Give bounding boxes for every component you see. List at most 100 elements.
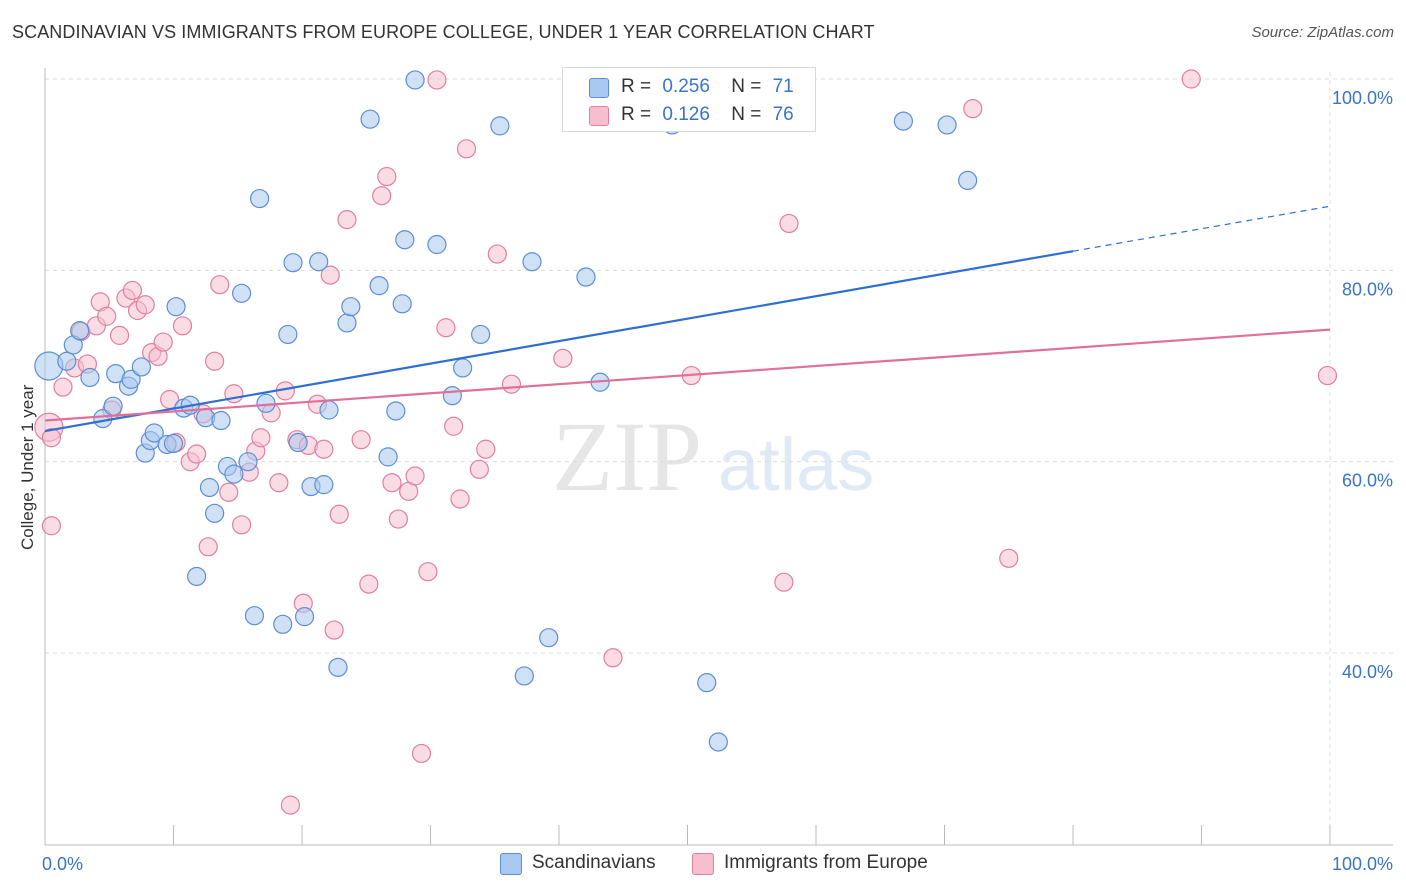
immigrants-point xyxy=(603,648,623,668)
immigrants-point xyxy=(329,504,349,524)
immigrants-point xyxy=(251,428,271,448)
immigrants-point xyxy=(444,416,464,436)
y-axis-label: College, Under 1 year xyxy=(18,384,37,550)
immigrants-point xyxy=(232,515,252,535)
watermark-zip: ZIP xyxy=(552,401,702,512)
scandinavians-trend-extension xyxy=(1072,205,1331,252)
immigrants-point xyxy=(469,459,489,479)
immigrants-point xyxy=(418,562,438,582)
series-legend-label: Scandinavians xyxy=(532,852,656,873)
immigrants-point xyxy=(269,473,289,493)
immigrants-trend-line xyxy=(44,328,1331,422)
scandinavians-point xyxy=(232,283,252,303)
legend-n-label: N = xyxy=(731,104,762,125)
immigrants-point xyxy=(122,280,142,301)
immigrants-point xyxy=(351,430,371,450)
scandinavians-point xyxy=(395,230,415,250)
scandinavians-point xyxy=(278,324,298,345)
legend-text-scandinavians: R = 0.256 N = 71 xyxy=(621,76,794,98)
immigrants-point xyxy=(324,620,344,640)
scandinavians-point xyxy=(187,566,207,587)
immigrants-point xyxy=(219,482,239,502)
immigrants-point xyxy=(411,743,432,764)
immigrants-point xyxy=(436,318,456,338)
correlation-legend: R = 0.256 N = 71 R = 0.126 N = 76 xyxy=(562,67,816,132)
immigrants-point xyxy=(280,795,301,815)
watermark-atlas: atlas xyxy=(718,423,874,506)
immigrants-point xyxy=(314,439,334,459)
trend-lines xyxy=(44,205,1331,433)
series-legend: Scandinavians Immigrants from Europe xyxy=(0,852,1406,878)
x-tick-label: 100.0% xyxy=(1332,854,1393,874)
scandinavians-point xyxy=(309,252,329,272)
scandinavians-point xyxy=(576,267,596,287)
legend-r-label: R = xyxy=(621,104,652,125)
axis-layer xyxy=(44,68,1393,846)
immigrants-point xyxy=(109,325,130,345)
y-tick-label: 100.0% xyxy=(1332,88,1393,108)
series-legend-label: Immigrants from Europe xyxy=(724,852,928,873)
scandinavians-point xyxy=(958,170,978,191)
immigrants-point xyxy=(963,99,983,119)
series-swatch-pink xyxy=(692,853,714,875)
scandinavians-point xyxy=(369,276,389,296)
immigrants-point xyxy=(501,374,522,394)
watermark: ZIP atlas xyxy=(552,401,874,512)
immigrants-point xyxy=(172,316,193,336)
immigrants-point xyxy=(135,295,155,315)
scandinavians-point xyxy=(360,109,380,129)
immigrants-point xyxy=(553,348,573,368)
scandinavians-point xyxy=(131,357,151,377)
scandinavians-point xyxy=(708,732,728,752)
immigrants-point xyxy=(405,466,425,486)
scandinavians-point xyxy=(80,367,100,388)
legend-r-label: R = xyxy=(621,76,652,97)
y-tick-label: 80.0% xyxy=(1342,279,1393,299)
scandinavians-point xyxy=(288,432,308,453)
immigrants-point xyxy=(198,537,218,557)
scandinavians-point xyxy=(392,294,412,314)
scandinavians-point xyxy=(163,433,184,454)
immigrants-point xyxy=(427,70,447,90)
scandinavians-trend-line xyxy=(44,250,1074,433)
scandinavians-point xyxy=(539,628,559,648)
immigrants-point xyxy=(359,574,379,594)
y-tick-label: 40.0% xyxy=(1342,662,1393,682)
legend-swatch-pink xyxy=(589,106,609,126)
scandinavians-point xyxy=(238,452,258,472)
immigrants-point xyxy=(1181,69,1201,89)
scandinavians-point xyxy=(166,297,186,317)
scandinavians-point xyxy=(328,657,348,677)
grid-layer xyxy=(45,72,1393,845)
immigrants-point xyxy=(41,516,62,536)
immigrants-point xyxy=(187,444,207,464)
scandinavians-point xyxy=(341,297,361,317)
immigrants-point xyxy=(1317,365,1338,386)
scandinavians-point xyxy=(103,396,123,416)
scandinavians-point xyxy=(442,386,462,406)
immigrants-point xyxy=(337,210,357,230)
scandinavians-point xyxy=(697,673,717,693)
immigrants-point xyxy=(999,548,1019,568)
scandinavians-point xyxy=(405,70,425,90)
scandinavians-point xyxy=(294,607,315,627)
scandinavians-point xyxy=(256,393,276,413)
immigrants-point xyxy=(388,509,408,529)
scandinavians-point xyxy=(249,188,270,209)
immigrants-point xyxy=(97,306,117,326)
source-credit: Source: ZipAtlas.com xyxy=(1251,24,1394,41)
scandinavians-point xyxy=(386,401,406,421)
scandinavians-point xyxy=(937,115,957,135)
scandinavians-point xyxy=(378,447,398,467)
series-swatch-blue xyxy=(500,853,522,875)
scandinavians-point xyxy=(283,253,303,273)
immigrants-point xyxy=(41,428,62,448)
immigrants-point xyxy=(153,332,173,352)
immigrants-point xyxy=(450,489,470,509)
immigrants-point xyxy=(487,244,507,264)
immigrants-point xyxy=(377,166,397,187)
immigrants-point xyxy=(779,213,799,234)
scandinavians-point xyxy=(70,321,90,341)
legend-r-value: 0.126 xyxy=(662,104,710,125)
